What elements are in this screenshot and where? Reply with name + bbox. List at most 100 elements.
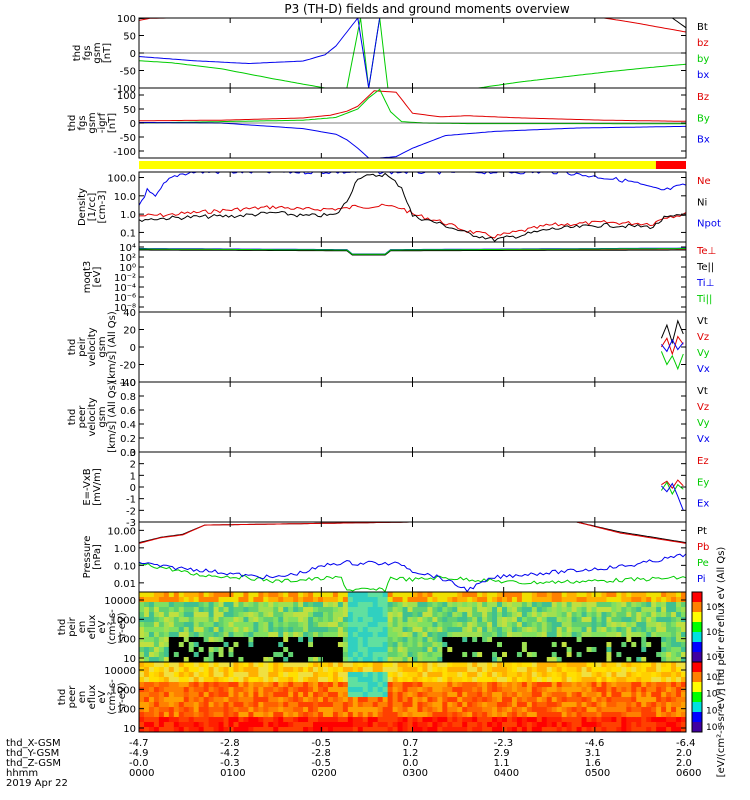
peir_spec-colorbar: 10⁶ 10⁴ 10² xyxy=(691,591,721,663)
xaxis-y-5: 3.1 xyxy=(585,748,601,759)
peer_spec-colorbar-tick-0: 10⁶ xyxy=(706,673,721,683)
density-legend-2: Npot xyxy=(697,219,721,230)
temperature-frame xyxy=(138,241,687,313)
xaxis-t-3: 0300 xyxy=(403,768,428,779)
xaxis-x-3: 0.7 xyxy=(403,738,419,749)
peer_spec-image xyxy=(139,662,686,732)
density-legend-0: Ne xyxy=(697,176,711,187)
peer_velocity-legend-0: Vt xyxy=(697,386,708,397)
pressure-lines xyxy=(139,522,686,592)
xaxis-x-6: -6.4 xyxy=(676,738,696,749)
fgs_orb-lines xyxy=(139,88,686,158)
peir_spec-ytick-1: 1000 xyxy=(111,615,136,626)
pressure-legend-0: Pt xyxy=(697,526,707,537)
efield-ytick-2: 1 xyxy=(130,471,136,482)
colorbar-label: [eV/(cm²-s-sr-eV)] thd peir en eflux eV … xyxy=(716,547,727,778)
peir_spec-ylabel: thdpeirenefluxeV(cm²-s-sr-eV) xyxy=(57,609,128,645)
xaxis-z-3: 0.0 xyxy=(403,758,419,769)
fgs_orb-ytick-4: -100 xyxy=(113,147,136,158)
panel-peir_spec: 10⁶ 10⁴ 10² 10000 1000 100 10 thdpeirenefluxeV(… xyxy=(57,591,721,665)
temperature-ylabel: moqt3[eV] xyxy=(82,261,103,294)
efield-ytick-3: 0 xyxy=(130,483,136,494)
xaxis-t-5: 0500 xyxy=(585,768,610,779)
fgs-ytick-0: 100 xyxy=(117,14,136,25)
peer_spec-colorbar: 10⁶ 10⁴ 10² 10⁰ xyxy=(691,661,721,733)
peer_velocity-frame xyxy=(138,381,687,453)
peir_velocity-ytick-4: -40 xyxy=(120,378,136,389)
temperature-line-Ti|| xyxy=(139,248,686,255)
fgs_orb-ytick-1: 50 xyxy=(123,105,136,116)
xaxis-t-2: 0200 xyxy=(311,768,336,779)
fgs_orb-line-By xyxy=(139,88,686,125)
peir_spec-image xyxy=(139,592,686,662)
status-segment-0 xyxy=(139,161,656,169)
peir_spec-colorbar-tick-1: 10⁴ xyxy=(706,628,721,638)
peer_spec-yticks: 10000 1000 100 10 xyxy=(104,666,686,735)
panel-fgs_orb: Bz By Bx 100 50 0 -50 -100 thdfgsgsm-igrf[nT] xyxy=(67,87,710,159)
peer_spec-colorbar-tick-3: 10⁰ xyxy=(706,723,721,733)
peer_spec-colorbar-tick-1: 10⁴ xyxy=(706,690,721,700)
xaxis-x-2: -0.5 xyxy=(311,738,331,749)
xaxis-row-label-4: 2019 Apr 22 xyxy=(6,778,68,789)
panel-peer_spec: 10⁶ 10⁴ 10² 10⁰ 10000 1000 100 10 thdpeereneflux… xyxy=(57,661,721,735)
xaxis-x-1: -2.8 xyxy=(220,738,240,749)
peer_velocity-ytick-5: 0.0 xyxy=(120,448,136,459)
xaxis-t-4: 0400 xyxy=(494,768,519,779)
temperature-lines xyxy=(139,247,686,256)
density-ylabel: Density[1/cc][cm-3] xyxy=(77,188,108,226)
efield-line-Ez xyxy=(661,479,684,490)
peer_spec-ytick-3: 10 xyxy=(123,724,136,735)
pressure-ytick-2: 0.10 xyxy=(114,561,136,572)
fgs_orb-line-Bx xyxy=(139,121,686,158)
xaxis-x-0: -4.7 xyxy=(129,738,149,749)
fgs_orb-ylabel: thdfgsgsm-igrf[nT] xyxy=(67,112,118,133)
temperature-ytick-6: 10⁻⁸ xyxy=(114,303,136,314)
fgs-legend-0: Bt xyxy=(697,22,708,33)
peir_velocity-legend-1: Vz xyxy=(697,332,709,343)
density-line-Ni xyxy=(139,172,686,242)
density-frame xyxy=(138,171,687,243)
xaxis-y-2: -2.8 xyxy=(311,748,331,759)
fgs-lines xyxy=(139,18,686,88)
efield-ytick-5: -2 xyxy=(126,506,136,517)
xaxis-t-0: 0000 xyxy=(129,768,154,779)
peer_velocity-legend-3: Vx xyxy=(697,434,710,445)
pressure-ytick-3: 0.01 xyxy=(114,579,136,590)
efield-lines xyxy=(660,479,684,511)
peir_velocity-ytick-0: 40 xyxy=(123,308,136,319)
temperature-ytick-4: 10⁻⁴ xyxy=(114,283,136,294)
xaxis-z-6: 2.0 xyxy=(676,758,692,769)
peir_velocity-line-Vt xyxy=(660,319,684,345)
fgs_orb-ytick-0: 100 xyxy=(117,91,136,102)
peer_spec-ytick-1: 1000 xyxy=(111,685,136,696)
temperature-ytick-5: 10⁻⁶ xyxy=(114,293,136,304)
xaxis-z-5: 1.6 xyxy=(585,758,601,769)
xaxis-row-label-3: hhmm xyxy=(6,768,38,779)
density-ytick-3: 0.1 xyxy=(120,228,136,239)
fgs-line-by xyxy=(139,18,686,88)
fgs-ytick-1: 50 xyxy=(123,32,136,43)
peir_spec-colorbar-tick-2: 10² xyxy=(706,653,721,663)
peir_velocity-ytick-1: 20 xyxy=(123,326,136,337)
efield-ytick-0: 3 xyxy=(130,448,136,459)
density-yticks: 100.0 10.0 1.0 0.1 xyxy=(107,174,686,239)
fgs_orb-line-Bz xyxy=(139,90,686,122)
peir_spec-colorbar-tick-0: 10⁶ xyxy=(706,603,721,613)
peir_velocity-line-Vz xyxy=(660,335,684,356)
fgs_orb-legend-1: By xyxy=(697,113,710,124)
density-legend-1: Ni xyxy=(697,197,707,208)
xaxis-z-0: -0.0 xyxy=(129,758,149,769)
peir_velocity-ylabel: thdpeirvelocitygsm[km/s] (All Qs) xyxy=(67,311,118,383)
xaxis-t-1: 0100 xyxy=(220,768,245,779)
efield-legend-1: Ey xyxy=(697,477,709,488)
xaxis-y-0: -4.9 xyxy=(129,748,149,759)
pressure-line-Pe xyxy=(139,563,686,592)
density-line-Npot xyxy=(139,172,686,206)
panel-status_bar xyxy=(139,161,686,169)
peer_spec-ytick-0: 10000 xyxy=(104,666,136,677)
xaxis-row-label-0: thd_X-GSM xyxy=(6,738,61,749)
peer_spec-colorbar-tick-2: 10² xyxy=(706,706,721,716)
